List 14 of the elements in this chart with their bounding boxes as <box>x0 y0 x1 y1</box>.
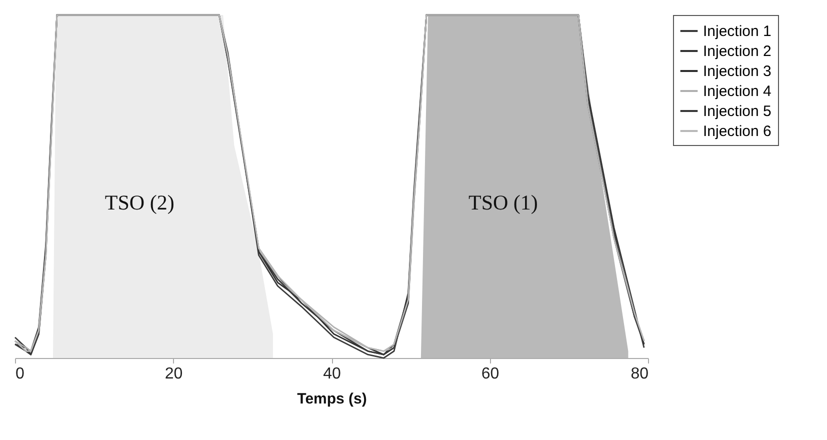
legend-label: Injection 1 <box>703 23 772 40</box>
series-label: TSO (1) <box>468 190 538 215</box>
legend-label: Injection 6 <box>703 123 772 140</box>
series-label: TSO (2) <box>104 190 174 215</box>
x-tick-label: 20 <box>164 366 183 382</box>
x-tick-label: 40 <box>323 366 341 382</box>
legend-label: Injection 2 <box>703 43 772 60</box>
legend-label: Injection 3 <box>703 63 772 80</box>
x-tick-label: 60 <box>481 366 500 382</box>
legend-label: Injection 4 <box>703 83 772 100</box>
legend-label: Injection 5 <box>703 103 772 120</box>
x-tick-label: 0 <box>16 366 24 382</box>
x-axis-title: Temps (s) <box>297 390 367 408</box>
x-tick-label: 80 <box>630 366 649 382</box>
